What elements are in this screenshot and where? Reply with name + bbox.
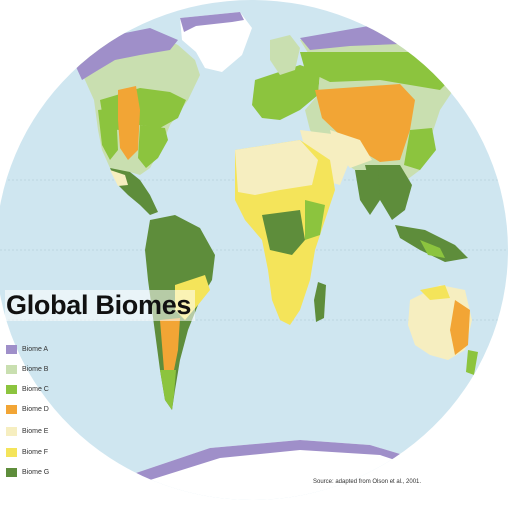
legend-label: Biome E [22, 427, 49, 435]
asia-boreal [300, 52, 460, 90]
sa-grassland [160, 318, 180, 380]
east-asia [404, 128, 436, 170]
legend-swatch [6, 364, 17, 374]
indonesia-light [420, 240, 445, 258]
greenland-ice [180, 12, 252, 72]
legend-swatch [6, 426, 17, 436]
map-title: Global Biomes [5, 290, 196, 321]
source-note: Source: adapted from Olson et al., 2001. [313, 479, 422, 485]
legend-label: Biome B [22, 365, 49, 373]
sa-south [160, 370, 176, 410]
legend-item: Biome C [6, 384, 49, 394]
indonesia [395, 225, 468, 262]
mexico-dry [110, 170, 128, 186]
antarctica-edge [130, 440, 440, 480]
australia-north [420, 285, 450, 300]
na-east-forest [138, 125, 168, 168]
scandinavia [270, 35, 300, 75]
new-zealand [466, 350, 478, 375]
legend-label: Biome G [22, 468, 50, 476]
sahara [235, 140, 318, 195]
legend-item: Biome F [6, 447, 48, 457]
legend-swatch [6, 467, 17, 477]
legend-label: Biome A [22, 345, 49, 353]
legend-label: Biome D [22, 405, 49, 413]
na-west [98, 108, 118, 160]
madagascar [314, 282, 326, 322]
australia-east [450, 300, 470, 355]
legend-item: Biome D [6, 404, 49, 414]
legend-item: Biome B [6, 364, 48, 374]
legend-label: Biome C [22, 385, 49, 393]
na-tundra [72, 28, 178, 80]
greenland-tundra [180, 12, 244, 32]
legend-swatch [6, 447, 17, 457]
legend-item: Biome E [6, 426, 48, 436]
india [355, 170, 380, 215]
na-plains [118, 86, 140, 160]
legend-swatch [6, 384, 17, 394]
asia-steppe [315, 84, 415, 162]
legend-item: Biome A [6, 344, 48, 354]
central-africa-forest [262, 210, 305, 255]
east-africa [305, 200, 325, 240]
europe [252, 65, 320, 120]
legend-swatch [6, 404, 17, 414]
legend-swatch [6, 344, 17, 354]
legend-item: Biome G [6, 467, 49, 477]
legend-label: Biome F [22, 448, 49, 456]
